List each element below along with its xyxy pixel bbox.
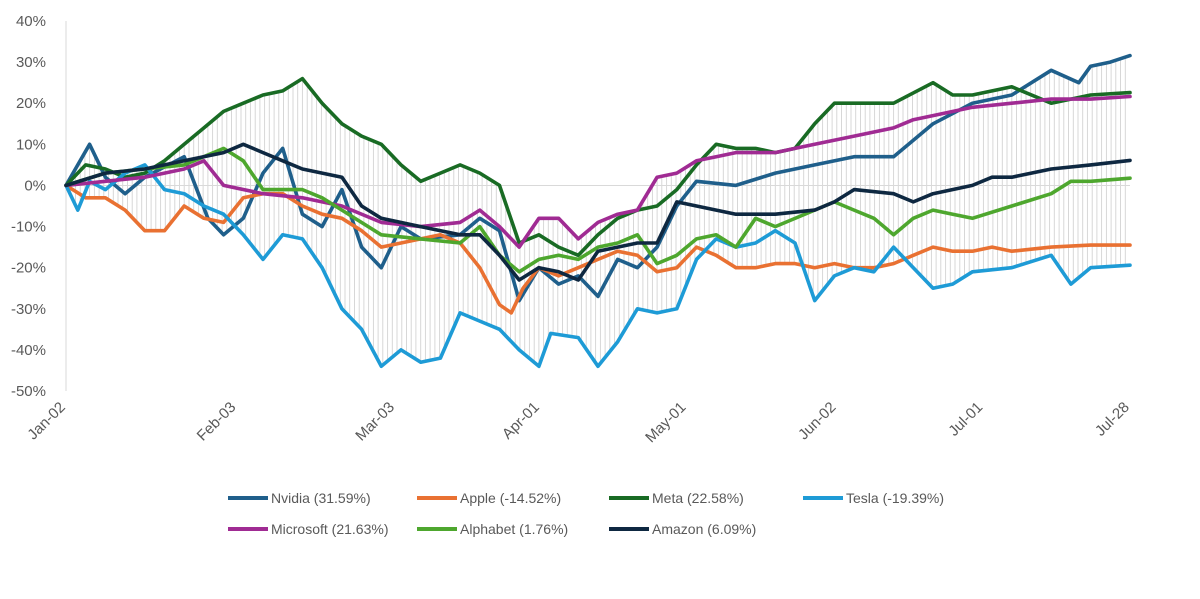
legend-label: Tesla (-19.39%) (846, 490, 944, 506)
legend-label: Alphabet (1.76%) (460, 521, 568, 537)
y-axis-tick-labels: 40% 30% 20% 10% 0% -10% -20% -30% -40% -50% (11, 13, 46, 400)
legend-label: Apple (-14.52%) (460, 490, 561, 506)
y-tick-label: 10% (16, 136, 46, 153)
legend-label: Microsoft (21.63%) (271, 521, 388, 537)
y-tick-label: -30% (11, 301, 46, 318)
y-tick-label: -50% (11, 383, 46, 400)
series-line-1 (64, 183, 1132, 315)
legend-label: Amazon (6.09%) (652, 521, 756, 537)
series-line-6 (64, 142, 1132, 282)
y-tick-label: 40% (16, 13, 46, 30)
series-line-4 (64, 94, 1132, 249)
axes (65, 21, 1130, 391)
y-tick-label: -20% (11, 260, 46, 277)
series-lines (64, 53, 1132, 369)
y-tick-label: 30% (16, 54, 46, 71)
legend: Nvidia (31.59%) Apple (-14.52%) Meta (22.5… (228, 490, 944, 537)
legend-label: Nvidia (31.59%) (271, 490, 371, 506)
y-tick-label: -10% (11, 219, 46, 236)
series-line-2 (64, 76, 1132, 258)
y-tick-label: -40% (11, 342, 46, 359)
y-tick-label: 0% (24, 177, 46, 194)
series-line-0 (64, 53, 1132, 303)
y-tick-label: 20% (16, 95, 46, 112)
series-line-3 (64, 163, 1132, 369)
legend-label: Meta (22.58%) (652, 490, 744, 506)
series-line-5 (64, 146, 1132, 274)
